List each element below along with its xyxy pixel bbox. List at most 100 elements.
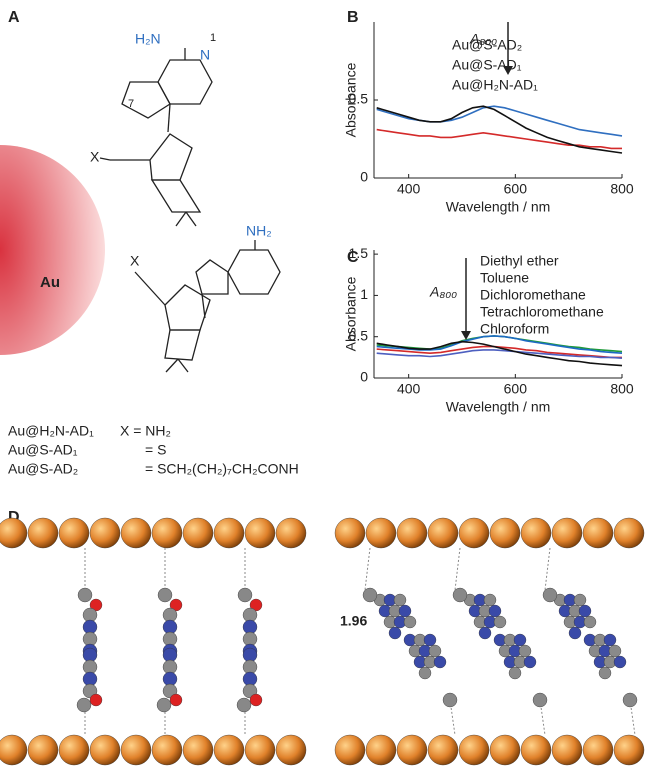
adenosine-1 <box>100 48 212 226</box>
gold-atom <box>90 735 120 765</box>
series-line <box>377 106 622 136</box>
panel-label: B <box>347 9 359 26</box>
ring-atom <box>429 645 441 657</box>
legend-entry: Diethyl ether <box>480 253 559 269</box>
legend-def: = SCH₂(CH₂)₇CH₂CONH <box>145 461 299 477</box>
atom-label: H₂N <box>135 31 161 47</box>
ring-atom <box>494 616 506 628</box>
ring-atom <box>574 594 586 606</box>
gold-atom <box>121 735 151 765</box>
contact <box>545 548 550 590</box>
c-atom <box>78 588 92 602</box>
gold-atom <box>90 518 120 548</box>
gold-atom <box>28 518 58 548</box>
gold-atom <box>214 518 244 548</box>
gold-atom <box>459 518 489 548</box>
legend-entry: Toluene <box>480 270 529 286</box>
gold-atom <box>521 735 551 765</box>
series-line <box>377 130 622 149</box>
o-atom <box>170 694 182 706</box>
panel-label: A <box>8 9 20 26</box>
legend-def: = S <box>145 442 166 458</box>
gold-atom <box>583 518 613 548</box>
gold-atom <box>366 735 396 765</box>
ring-atom <box>394 594 406 606</box>
gold-atom <box>152 518 182 548</box>
legend-name: Au@H₂N-AD₁ <box>8 423 94 439</box>
gold-particle <box>0 145 105 355</box>
gold-atom <box>583 735 613 765</box>
distance-label: 1.96 <box>340 613 367 629</box>
gold-atom <box>28 735 58 765</box>
gold-atom <box>0 735 27 765</box>
gold-atom <box>59 518 89 548</box>
gold-atom <box>59 735 89 765</box>
atom-label: NH₂ <box>246 223 272 239</box>
gold-atom <box>614 518 644 548</box>
gold-atom <box>183 735 213 765</box>
gold-atom <box>552 518 582 548</box>
ring-atom <box>419 667 431 679</box>
x-axis-title: Wavelength / nm <box>446 399 551 415</box>
legend-name: Au@S-AD₂ <box>8 461 78 477</box>
contact <box>455 548 460 590</box>
series-line <box>377 342 622 366</box>
gold-atom <box>0 518 27 548</box>
annotation: A₈₀₀ <box>429 284 457 300</box>
c-atom <box>363 588 377 602</box>
c-atom <box>453 588 467 602</box>
legend-entry: Au@S-AD₁ <box>452 57 522 73</box>
ring-atom <box>614 656 626 668</box>
ring-atom <box>404 616 416 628</box>
gold-atom <box>335 735 365 765</box>
ring-atom <box>599 667 611 679</box>
c-atom <box>238 588 252 602</box>
x-tick-label: 800 <box>610 381 634 397</box>
gold-atom <box>152 735 182 765</box>
x-tick-label: 800 <box>610 181 634 197</box>
ring-atom <box>389 627 401 639</box>
ring-atom <box>524 656 536 668</box>
linker-label: X <box>90 149 100 165</box>
gold-atom <box>276 735 306 765</box>
ring-atom <box>399 605 411 617</box>
gold-atom <box>183 518 213 548</box>
c-atom <box>77 698 91 712</box>
ring-atom <box>434 656 446 668</box>
gold-atom <box>335 518 365 548</box>
gold-atom <box>121 518 151 548</box>
ring-atom <box>489 605 501 617</box>
x-tick-label: 600 <box>504 381 528 397</box>
gold-atom <box>490 735 520 765</box>
atom-number: 1 <box>210 32 216 44</box>
gold-atom <box>276 518 306 548</box>
gold-atom <box>366 518 396 548</box>
c-atom <box>543 588 557 602</box>
gold-atom <box>521 518 551 548</box>
y-tick-label: 1 <box>360 286 368 302</box>
o-atom <box>90 694 102 706</box>
ring-atom <box>509 667 521 679</box>
c-atom <box>158 588 172 602</box>
ring-atom <box>519 645 531 657</box>
figure: A B C D Au H₂N N 1 7 NH₂ X X Au@H₂N-AD₁X… <box>0 0 659 767</box>
panel-d-models <box>0 518 644 765</box>
annotation: A₈₀₀ <box>469 31 497 47</box>
ring-atom <box>479 627 491 639</box>
ring-atom <box>569 627 581 639</box>
legend-name: Au@S-AD₁ <box>8 442 78 458</box>
y-tick-label: 0 <box>360 369 368 385</box>
legend-def: X = NH₂ <box>120 423 171 439</box>
gold-atom <box>428 735 458 765</box>
x-tick-label: 400 <box>397 381 421 397</box>
ring-atom <box>514 634 526 646</box>
gold-atom <box>245 735 275 765</box>
x-tick-label: 400 <box>397 181 421 197</box>
linker-label: X <box>130 253 140 269</box>
ring-atom <box>584 616 596 628</box>
ring-atom <box>604 634 616 646</box>
contact <box>365 548 370 590</box>
gold-atom <box>245 518 275 548</box>
atom-label: N <box>200 47 210 63</box>
atom-number: 7 <box>128 98 134 110</box>
